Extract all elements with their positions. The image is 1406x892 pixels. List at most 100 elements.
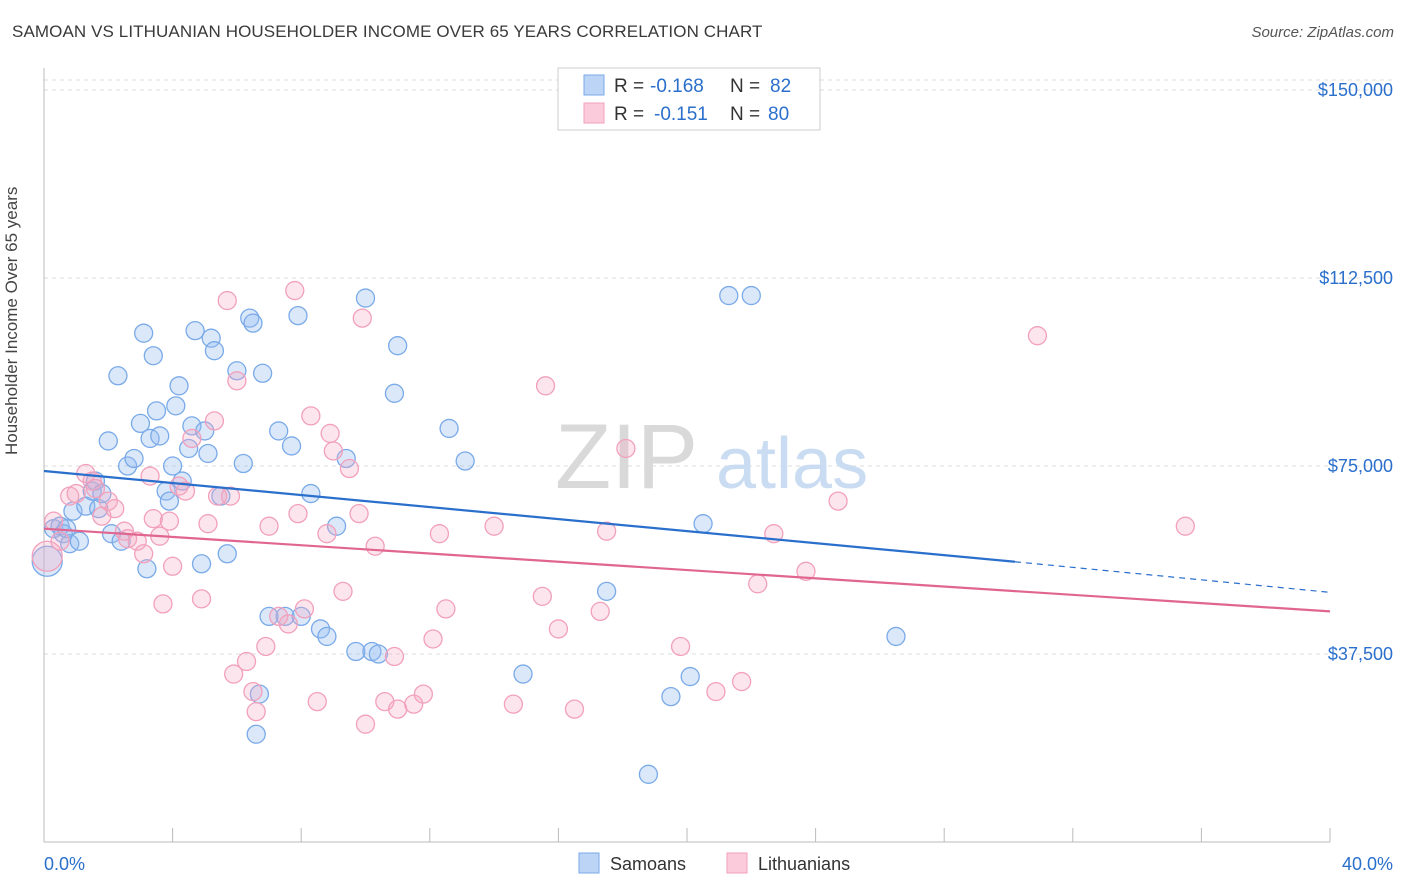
samoans-point-41 <box>217 544 237 564</box>
samoans-point-17 <box>117 456 138 476</box>
lithuanians-point-9 <box>98 491 118 511</box>
bottom-legend: Samoans Lithuanians <box>578 852 850 874</box>
lithuanians-point-70 <box>670 636 691 657</box>
samoans-point-42 <box>227 361 247 381</box>
x-tick-label-0: 0.0% <box>44 854 85 874</box>
samoans-point-18 <box>124 448 144 469</box>
watermark: ZIP atlas <box>555 406 868 508</box>
samoans-point-38 <box>201 328 221 348</box>
lithuanians-point-77 <box>1027 326 1048 346</box>
legend-label-samoans: Samoans <box>610 854 686 874</box>
stats-r-value-lithuanians: -0.151 <box>654 104 708 125</box>
samoans-trend-extension <box>1014 561 1331 593</box>
samoans-point-45 <box>243 313 263 333</box>
lithuanians-point-13 <box>127 531 147 551</box>
samoans-point-75 <box>741 285 761 306</box>
lithuanians-point-61 <box>484 516 504 536</box>
samoans-point-61 <box>355 288 376 308</box>
lithuanians-point-49 <box>349 503 369 524</box>
stats-n-label-samoans: N = <box>730 76 760 97</box>
lithuanians-point-7 <box>85 478 106 499</box>
lithuanians-point-63 <box>532 586 552 607</box>
lithuanians-point-39 <box>285 280 305 301</box>
samoans-point-34 <box>185 321 205 341</box>
lithuanians-point-55 <box>387 699 408 719</box>
samoans-point-24 <box>146 401 167 421</box>
samoans-point-64 <box>384 383 405 403</box>
grid-lines <box>44 79 1395 655</box>
lithuanians-point-59 <box>429 524 450 544</box>
watermark-atlas: atlas <box>716 424 868 504</box>
lithuanians-point-40 <box>288 503 308 524</box>
lithuanians-point-4 <box>66 483 86 504</box>
lithuanians-point-36 <box>259 516 279 536</box>
samoans-point-69 <box>596 581 617 601</box>
lithuanians-point-66 <box>564 699 585 719</box>
samoans-point-20 <box>134 323 154 343</box>
samoans-point-66 <box>439 418 459 439</box>
lithuanians-point-29 <box>220 486 241 506</box>
samoans-point-28 <box>162 456 183 476</box>
lithuanians-point-30 <box>224 664 244 684</box>
samoans-point-37 <box>198 443 218 464</box>
samoans-point-68 <box>513 664 533 684</box>
lithuanians-point-48 <box>339 458 360 479</box>
lithuanians-point-16 <box>143 509 163 529</box>
lithuanians-point-46 <box>323 441 344 461</box>
y-tick-labels: $37,500 $75,000 $112,500 $150,000 <box>1318 80 1393 664</box>
samoans-point-25 <box>150 426 170 446</box>
samoans-point-50 <box>269 421 289 441</box>
trend-lines <box>43 469 1331 613</box>
samoans-point-15 <box>108 366 128 386</box>
lithuanians-point-34 <box>246 702 266 722</box>
lithuanians-point-54 <box>384 646 405 667</box>
lithuanians-point-37 <box>269 606 289 627</box>
stats-n-value-samoans: 82 <box>770 76 791 97</box>
samoans-point-58 <box>326 516 347 536</box>
x-tick-label-1: 40.0% <box>1342 854 1393 874</box>
lithuanians-point-19 <box>159 511 180 531</box>
lithuanians-point-65 <box>548 619 569 639</box>
lithuanians-point-18 <box>153 594 173 614</box>
lithuanians-point-20 <box>162 556 183 576</box>
stats-swatch-samoans <box>583 74 605 96</box>
samoans-point-48 <box>246 724 266 744</box>
lithuanians-point-76 <box>828 491 848 511</box>
lithuanians-point-56 <box>404 694 424 714</box>
lithuanians-trend-line <box>43 527 1331 613</box>
lithuanians-point-58 <box>423 629 443 649</box>
lithuanians-point-62 <box>503 694 524 714</box>
lithuanians-point-41 <box>294 599 315 619</box>
lithuanians-point-71 <box>706 681 726 702</box>
samoans-point-29 <box>166 396 186 416</box>
samoans-point-7 <box>69 531 90 551</box>
lithuanians-point-42 <box>301 406 321 426</box>
samoans-point-74 <box>719 285 739 306</box>
samoans-point-13 <box>98 431 118 451</box>
chart-title: SAMOAN VS LITHUANIAN HOUSEHOLDER INCOME … <box>12 22 763 41</box>
lithuanians-point-22 <box>175 481 196 501</box>
samoans-trend-line <box>43 469 1016 563</box>
lithuanians-point-43 <box>307 691 327 712</box>
y-tick-label-1: $75,000 <box>1328 456 1393 476</box>
stats-r-value-samoans: -0.168 <box>650 76 704 97</box>
samoans-point-23 <box>143 346 163 366</box>
samoans-point-57 <box>317 626 337 647</box>
samoans-point-30 <box>169 376 189 396</box>
stats-n-value-lithuanians: 80 <box>768 104 789 125</box>
samoans-point-27 <box>159 491 180 511</box>
y-tick-label-0: $37,500 <box>1328 644 1393 664</box>
lithuanians-point-1 <box>43 511 64 531</box>
lithuanians-point-50 <box>352 308 372 328</box>
stats-swatch-lithuanians <box>583 102 605 124</box>
samoans-point-56 <box>310 619 331 639</box>
lithuanians-point-10 <box>105 498 125 519</box>
lithuanians-point-25 <box>198 514 218 534</box>
samoans-point-39 <box>204 341 225 361</box>
samoans-point-63 <box>368 644 389 664</box>
lithuanians-point-57 <box>413 684 434 704</box>
lithuanians-point-32 <box>236 651 257 672</box>
samoans-point-70 <box>638 764 659 784</box>
lithuanians-point-14 <box>134 544 154 564</box>
lithuanians-point-28 <box>217 290 237 311</box>
